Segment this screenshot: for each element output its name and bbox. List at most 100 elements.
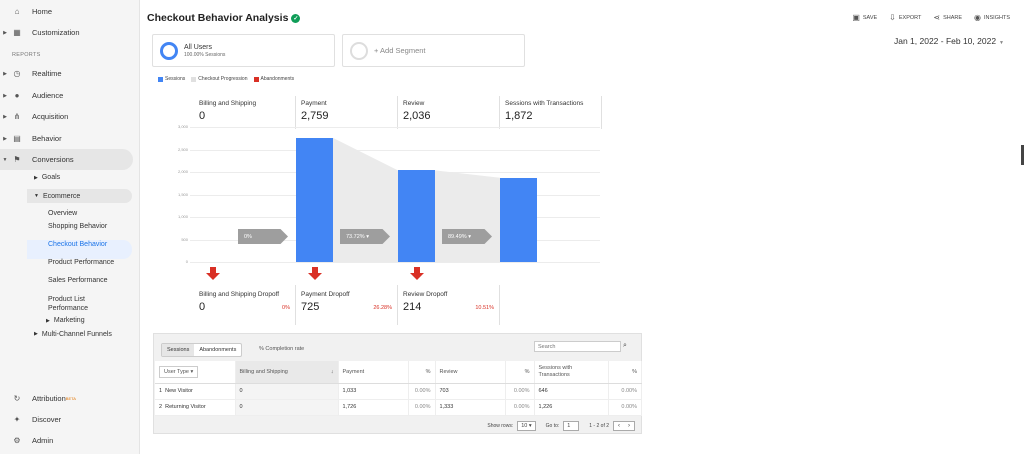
completion-rate-toggle[interactable]: % Completion rate: [259, 346, 305, 352]
y-tick-label: 3,000: [177, 124, 188, 129]
flag-icon: ⚑: [13, 155, 21, 164]
caret-down-icon: ▾: [366, 233, 369, 240]
nav-audience[interactable]: ▶ ● Audience: [0, 85, 133, 106]
legend-sessions: Sessions: [158, 76, 185, 82]
col-payment[interactable]: Payment: [338, 361, 409, 384]
caret-down-icon: ▼: [34, 193, 39, 199]
nav-customization[interactable]: ▶ ▦ Customization: [0, 22, 133, 43]
nav-realtime[interactable]: ▶ ◷ Realtime: [0, 63, 133, 84]
col-review-pct[interactable]: %: [505, 361, 535, 384]
col-review[interactable]: Review: [435, 361, 506, 384]
save-button[interactable]: ▣ SAVE: [852, 13, 878, 22]
nav-home[interactable]: ⌂ Home: [0, 1, 133, 22]
nav-shopping-behavior[interactable]: Shopping Behavior: [48, 223, 108, 230]
funnel-bar[interactable]: [500, 177, 537, 262]
pager: ‹ ›: [613, 421, 635, 431]
nav-admin[interactable]: ⚙ Admin: [0, 430, 133, 451]
nav-multi-channel[interactable]: ▶ Multi-Channel Funnels: [34, 331, 112, 338]
cell-payment: 1,726: [338, 399, 409, 416]
caret-down-icon: ▼: [2, 156, 8, 163]
share-button[interactable]: ⋖ SHARE: [933, 13, 963, 22]
caret-down-icon: ▾: [190, 368, 194, 375]
caret-right-icon: ▶: [3, 70, 7, 77]
caret-down-icon: ▾: [468, 233, 471, 240]
next-page-icon[interactable]: ›: [628, 423, 630, 429]
page-info: 1 - 2 of 2: [589, 423, 609, 429]
col-billing[interactable]: Billing and Shipping ↓: [235, 361, 339, 384]
segment-all-users[interactable]: All Users 100.00% Sessions: [152, 34, 335, 67]
user-type-dropdown[interactable]: User Type ▾: [159, 365, 199, 378]
show-rows-select[interactable]: 10 ▾: [517, 421, 536, 431]
nav-goals[interactable]: ▶ Goals: [34, 174, 61, 181]
date-range-picker[interactable]: Jan 1, 2022 - Feb 10, 2022 ▼: [893, 36, 1004, 46]
dropoff-arrow-icon[interactable]: [308, 267, 322, 280]
row-user-type[interactable]: 1 New Visitor: [155, 383, 236, 400]
export-button[interactable]: ⇩ EXPORT: [889, 13, 922, 22]
prev-page-icon[interactable]: ‹: [618, 423, 620, 429]
y-tick-label: 1,000: [177, 214, 188, 219]
progression-area: [435, 170, 500, 262]
col-user-type[interactable]: User Type ▾: [155, 361, 236, 384]
cell-review: 703: [435, 383, 506, 400]
reports-section-label: REPORTS: [12, 52, 41, 58]
nav-sales-performance[interactable]: Sales Performance: [48, 277, 108, 284]
goto-page-input[interactable]: 1: [563, 421, 580, 431]
funnel-step-transactions: Sessions with Transactions 1,872: [500, 96, 602, 129]
nav-product-list-performance[interactable]: Product List Performance: [48, 296, 89, 312]
segment-ring-icon: [160, 41, 178, 60]
dropoff-arrow-icon[interactable]: [206, 267, 220, 280]
nav-ecommerce[interactable]: ▼ Ecommerce: [27, 189, 132, 203]
cell-tx-pct: 0.00%: [608, 383, 642, 400]
add-segment-button[interactable]: + Add Segment: [342, 34, 525, 67]
y-tick-label: 1,500: [177, 191, 188, 197]
nav-conversions[interactable]: ▼ ⚑ Conversions: [0, 149, 133, 170]
legend-abandonments: Abandonments: [253, 76, 294, 82]
insights-button[interactable]: ◉ INSIGHTS: [974, 13, 1010, 22]
chart-legend: Sessions Checkout Progression Abandonmen…: [158, 76, 294, 82]
dropoff-arrow-icon[interactable]: [410, 267, 424, 280]
cell-tx-pct: 0.00%: [608, 399, 642, 416]
col-payment-pct[interactable]: %: [408, 361, 436, 384]
tab-sessions[interactable]: Sessions: [162, 344, 195, 356]
attribution-icon: ↻: [13, 394, 21, 403]
tab-abandonments[interactable]: Abandonments: [199, 347, 237, 353]
nav-acquisition[interactable]: ▶ ⋔ Acquisition: [0, 106, 133, 127]
scrollbar-thumb[interactable]: [1021, 145, 1024, 165]
row-user-type[interactable]: 2 Returning Visitor: [155, 399, 236, 416]
funnel-bar[interactable]: [296, 137, 333, 262]
grid-line: [190, 149, 600, 151]
nav-marketing[interactable]: ▶ Marketing: [46, 317, 85, 324]
dropdown-arrow-icon: ▼: [999, 40, 1004, 46]
search-icon[interactable]: ⌕: [623, 342, 627, 349]
cell-review-pct: 0.00%: [505, 399, 535, 416]
conversion-rate-payment[interactable]: 73.72% ▾: [340, 229, 390, 244]
cell-tx: 1,226: [534, 399, 609, 416]
beta-badge: BETA: [65, 396, 76, 401]
empty-ring-icon: [350, 41, 368, 60]
save-icon: ▣: [852, 13, 860, 22]
nav-discover[interactable]: ✦ Discover: [0, 409, 133, 430]
conversion-rate-review[interactable]: 89.49% ▾: [442, 229, 492, 244]
grid-line: [190, 262, 600, 263]
funnel-bar[interactable]: [398, 170, 435, 262]
person-icon: ●: [14, 91, 20, 100]
nav-overview[interactable]: Overview: [48, 210, 78, 217]
lightbulb-icon: ✦: [13, 415, 21, 424]
nav-checkout-behavior[interactable]: Checkout Behavior: [48, 241, 108, 248]
col-tx-pct[interactable]: %: [608, 361, 642, 384]
nav-product-performance[interactable]: Product Performance: [48, 259, 115, 266]
table-row: 2 Returning Visitor 0 1,726 0.00% 1,333 …: [155, 399, 642, 416]
nav-behavior[interactable]: ▶ ▤ Behavior: [0, 128, 133, 149]
report-toolbar: ▣ SAVE ⇩ EXPORT ⋖ SHARE ◉ INSIGHTS: [852, 13, 1010, 22]
nav-attribution[interactable]: ↻ Attribution BETA: [0, 388, 133, 409]
segment-name: All Users: [184, 43, 213, 51]
col-sessions-tx[interactable]: Sessions with Transactions: [534, 361, 609, 384]
search-input[interactable]: [534, 341, 621, 352]
caret-right-icon: ▶: [3, 29, 7, 36]
y-tick-label: 2,000: [177, 169, 188, 174]
segment-subtitle: 100.00% Sessions: [184, 51, 226, 58]
explorer-table-panel: Sessions Abandonments % Completion rate …: [153, 333, 642, 434]
cell-billing: 0: [235, 399, 339, 416]
grid-line: [190, 127, 600, 128]
share-icon: ⋖: [933, 13, 941, 22]
